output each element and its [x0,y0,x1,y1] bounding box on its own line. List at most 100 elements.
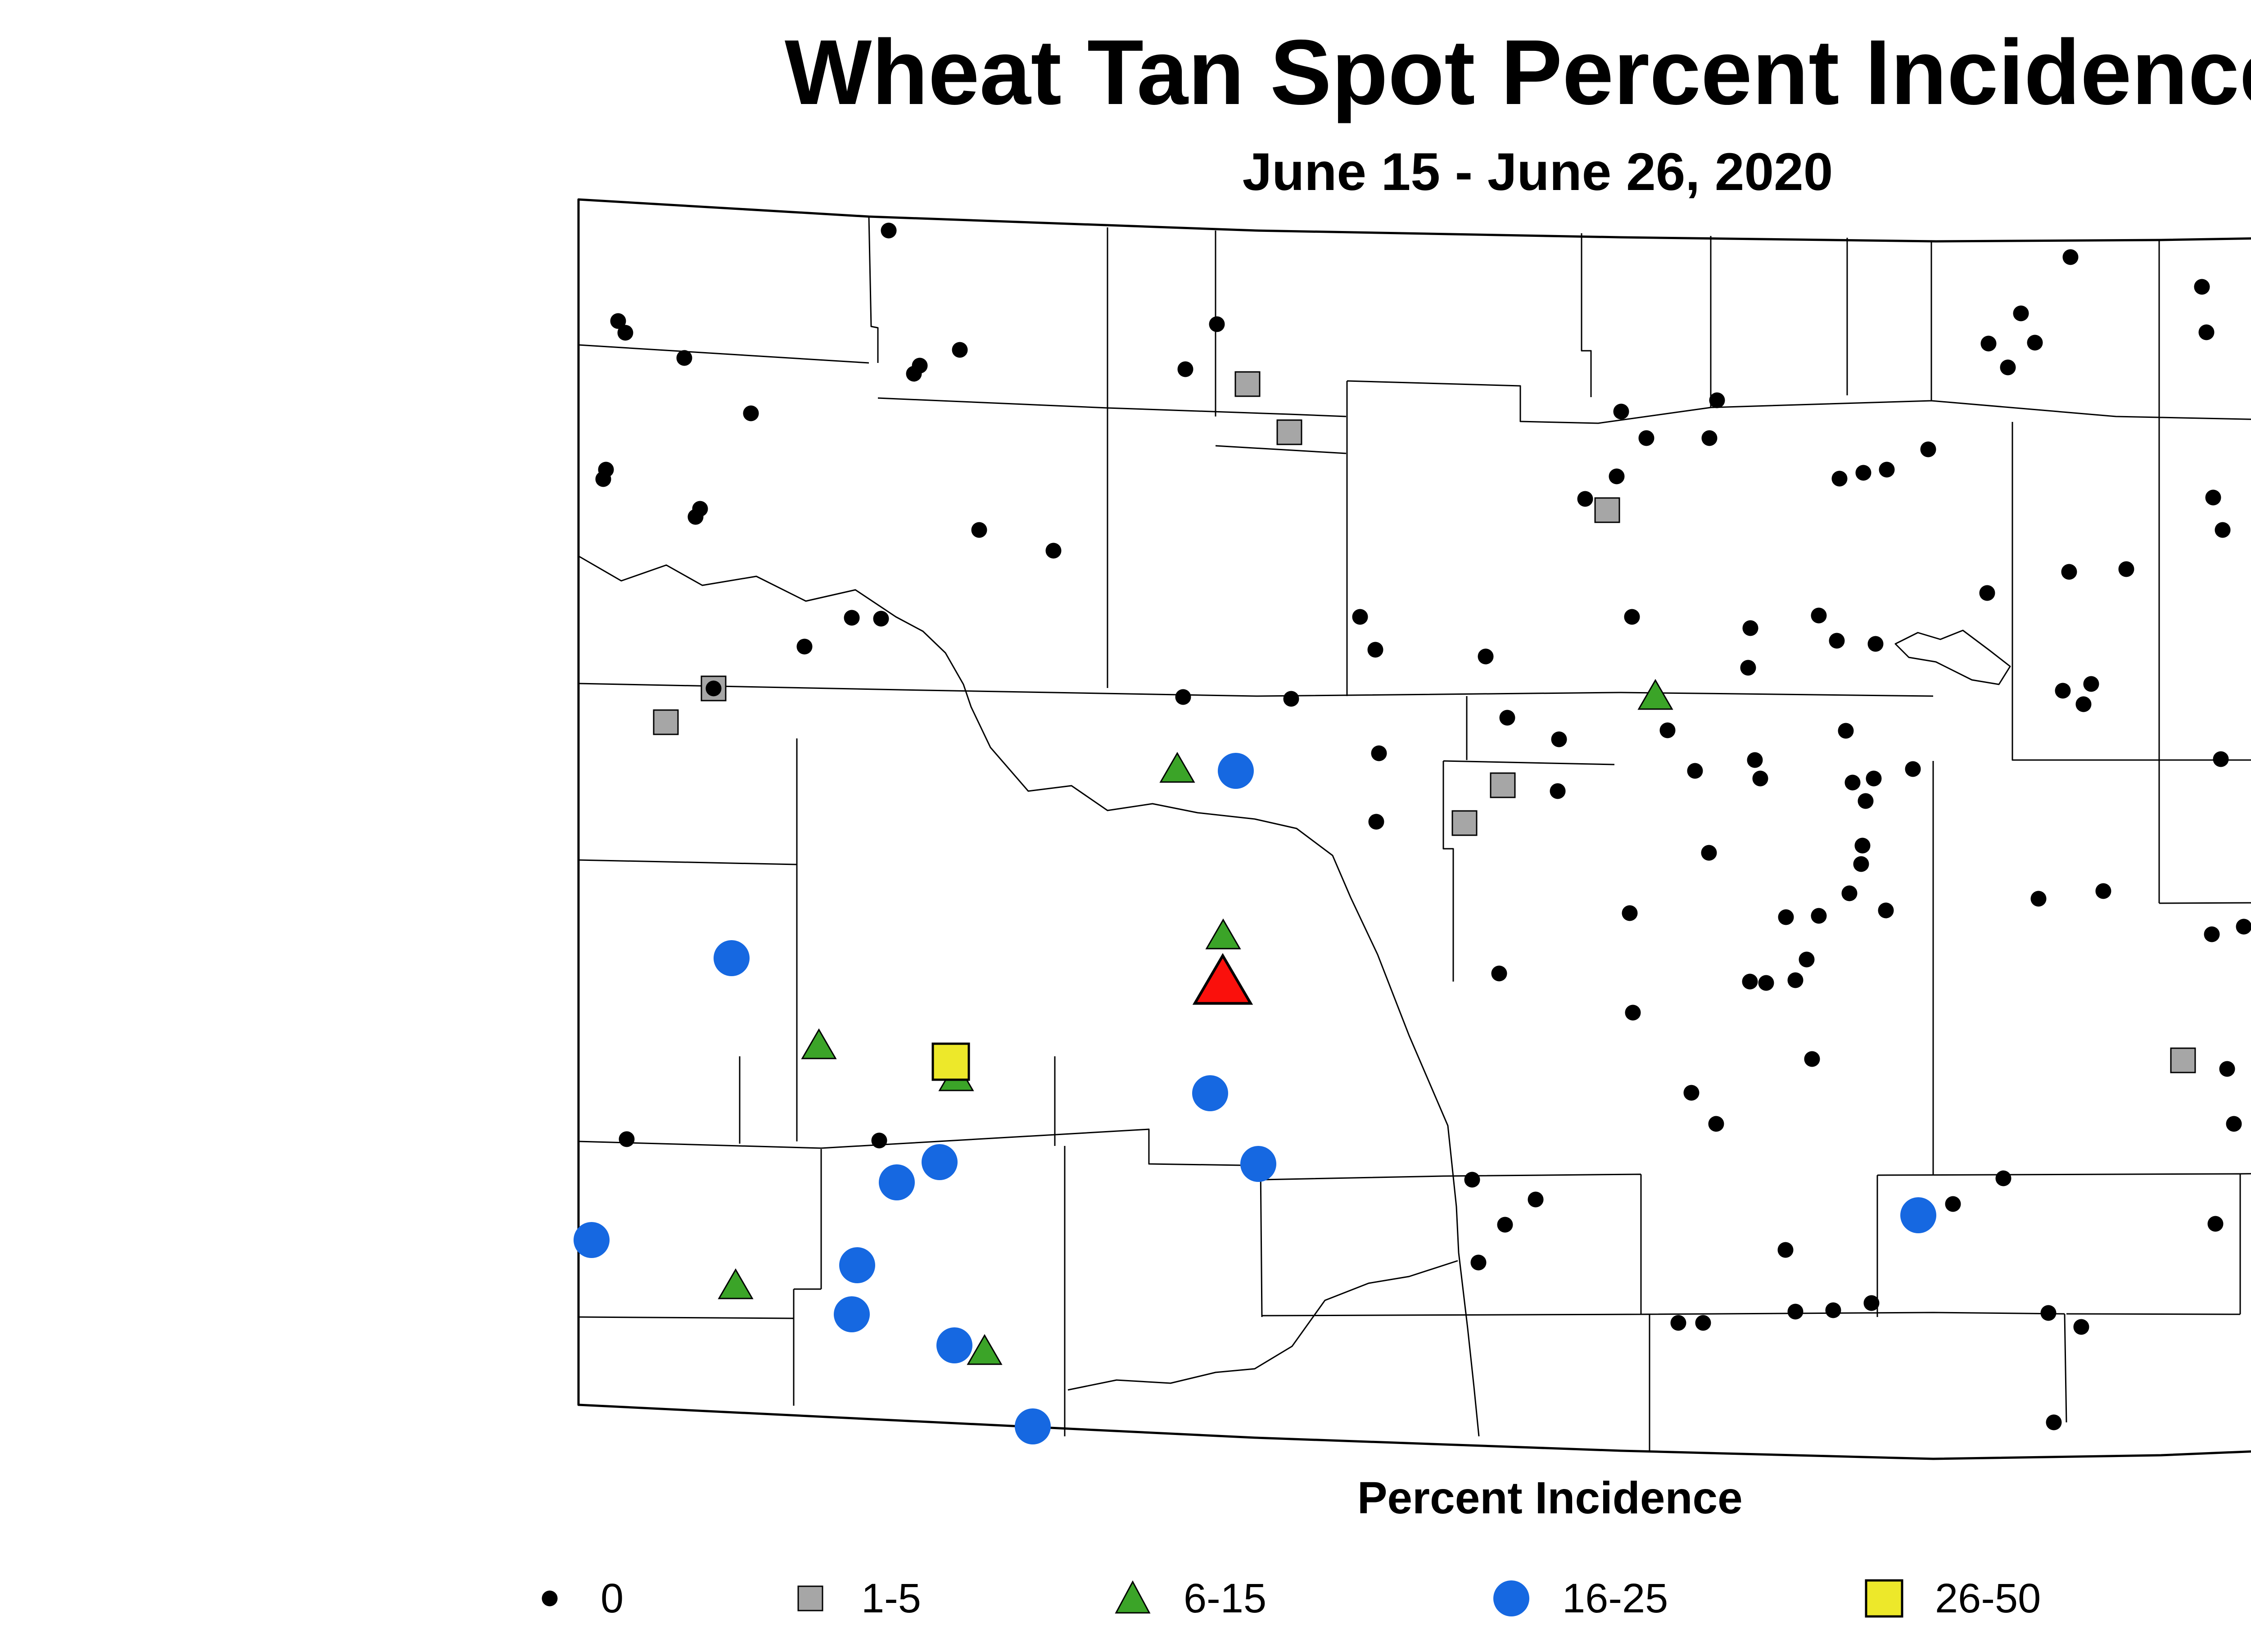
map-marker-dot-0 [1622,905,1638,921]
map-marker-dot-0 [617,325,633,341]
map-marker-dot-0 [1624,609,1640,625]
map-marker-dot-0 [1811,908,1827,924]
map-marker-triangle-6-15 [801,1028,837,1059]
legend-item-16-25: 16-25 [1478,1565,1668,1632]
page-title: Wheat Tan Spot Percent Incidence [784,21,2251,124]
map-marker-dot-0 [1551,731,1567,747]
map-marker-dot-0 [1177,361,1193,377]
map-marker-dot-0 [1367,642,1383,658]
legend-label: 0 [601,1575,624,1621]
map-marker-dot-0 [1742,620,1758,636]
map-marker-triangle-51-100 [1192,953,1253,1005]
legend-blue-circle-icon [1493,1580,1529,1616]
map-marker-dot-0 [1863,1295,1880,1311]
map-marker-circle-16-25 [1900,1197,1936,1233]
legend-label: 16-25 [1562,1575,1668,1621]
legend-item-1-5: 1-5 [777,1565,921,1632]
map-marker-dot-0 [1778,909,1794,925]
map-marker-circle-16-25 [834,1296,870,1332]
map-marker-dot-0 [2000,359,2016,376]
map-marker-dot-0 [1855,465,1871,481]
map-marker-dot-0 [1638,430,1654,446]
state-border [577,198,2251,1460]
map-marker-dot-0 [1497,1217,1513,1233]
map-marker-dot-0 [1879,462,1895,478]
map-marker-dot-0 [1740,660,1756,676]
legend-label: 26-50 [1935,1575,2041,1621]
legend-yellow-square-icon [1865,1579,1903,1618]
map-marker-dot-0 [2226,1116,2242,1132]
map-marker-circle-16-25 [714,940,750,976]
map-marker-dot-0 [2083,676,2099,692]
map-marker-dot-0 [1841,885,1858,901]
map-marker-dot-0 [1867,636,1884,652]
map-marker-dot-0 [1371,745,1387,761]
map-marker-dot-0 [1752,770,1768,787]
map-marker-dot-0 [1825,1302,1841,1318]
map-marker-dot-0 [2213,751,2229,767]
map-marker-dot-0 [1804,1051,1820,1067]
map-marker-square-1-5 [1234,371,1261,397]
map-marker-dot-0 [881,222,897,239]
map-marker-dot-0 [1747,752,1763,768]
map-marker-dot-0 [1687,763,1703,779]
map-marker-dot-0 [1787,972,1804,988]
map-marker-dot-0 [1777,1242,1794,1258]
map-marker-dot-0 [1368,814,1384,830]
map-marker-dot-0 [2236,919,2251,935]
map-marker-dot-0 [1979,585,1995,601]
map-marker-dot-0 [1844,774,1861,791]
map-marker-dot-0 [1878,902,1894,919]
map-marker-dot-0 [2095,883,2111,899]
map-marker-dot-0 [2207,1216,2224,1232]
map-marker-dot-0 [595,471,611,487]
map-marker-dot-0 [2194,279,2210,295]
map-marker-dot-0 [1758,975,1774,991]
map-marker-triangle-6-15 [1159,751,1195,783]
map-marker-dot-0 [2040,1305,2057,1321]
map-marker-dot-0 [873,611,889,627]
map-marker-dot-0 [1283,691,1299,707]
legend-item-26-50: 26-50 [1850,1565,2041,1632]
map-marker-dot-0 [743,405,759,421]
map-marker-dot-0 [2013,305,2029,321]
legend-green-triangle-icon [1115,1580,1151,1614]
map-marker-circle-16-25 [1192,1075,1228,1111]
map-marker-dot-0 [1659,722,1676,738]
map-marker-dot-0 [2062,249,2079,265]
map-marker-dot-0 [2055,683,2071,699]
map-marker-dot-0 [1528,1191,1544,1208]
map-marker-dot-0 [2030,891,2047,907]
map-marker-dot-0 [1799,951,1815,968]
map-marker-dot-0 [1920,441,1936,457]
map-marker-dot-0 [1491,965,1507,982]
map-marker-dot-0 [971,522,987,538]
map-marker-dot-0 [1701,430,1718,446]
map-marker-dot-0 [1175,689,1191,705]
map-marker-dot-0 [687,509,704,525]
map-marker-circle-16-25 [922,1144,958,1180]
map-marker-dot-0 [2061,564,2077,580]
map-marker-circle-16-25 [1015,1408,1051,1444]
river-lines [578,555,2011,1437]
map-marker-dot-0 [1709,392,1725,408]
map-marker-dot-0 [2075,696,2092,712]
map-marker-dot-0 [1577,491,1593,507]
map-marker-circle-16-25 [839,1247,875,1283]
legend-item-0: 0 [516,1565,624,1632]
map-marker-dot-0 [1980,335,1997,352]
page-subtitle: June 15 - June 26, 2020 [1242,142,1833,202]
map-marker-dot-0 [1866,770,1882,787]
map-marker-circle-16-25 [879,1164,915,1200]
map-marker-triangle-6-15 [1637,679,1673,710]
map-marker-triangle-6-15 [1205,918,1241,950]
map-marker-dot-0 [1609,468,1625,484]
map-marker-dot-0 [2198,324,2215,340]
map-marker-dot-0 [2027,335,2043,351]
map-marker-dot-0 [1683,1085,1700,1101]
map-marker-circle-16-25 [1218,753,1254,789]
map-marker-dot-0 [1209,316,1225,332]
map-marker-dot-0 [2215,522,2231,538]
map-marker-dot-0 [2204,926,2220,942]
